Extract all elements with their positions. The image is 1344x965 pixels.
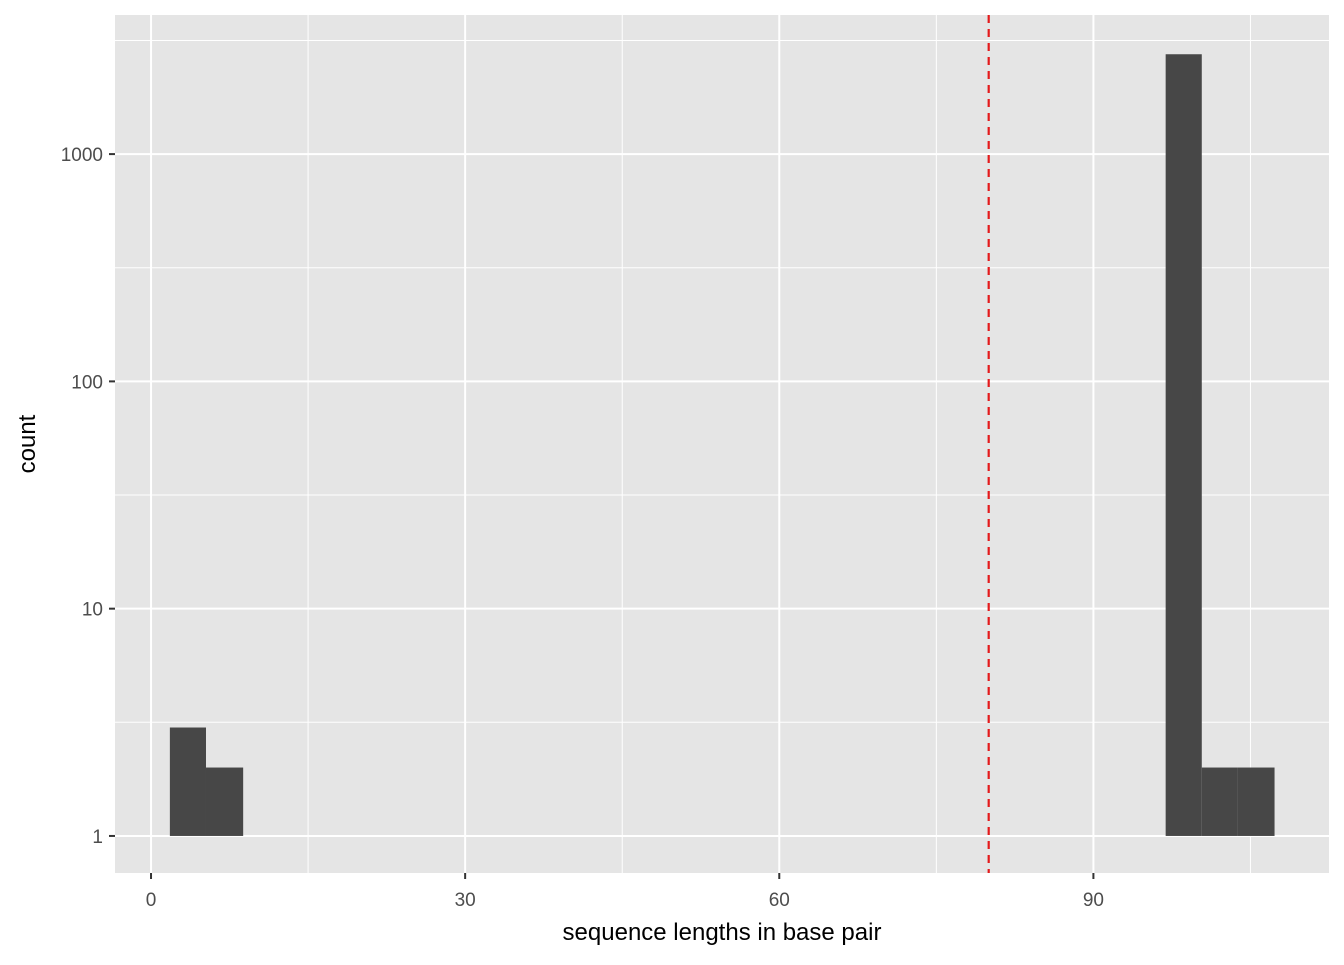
axes: 0 30 60 90 1 10 100 1000 <box>61 145 1104 911</box>
x-tick-label: 90 <box>1083 890 1104 911</box>
plot-panel <box>115 15 1329 873</box>
histogram-bar <box>1165 54 1202 836</box>
histogram-bar <box>1201 767 1238 836</box>
x-axis-label: sequence lengths in base pair <box>563 919 882 946</box>
major-gridlines <box>115 15 1329 873</box>
y-tick-label: 10 <box>82 600 103 621</box>
y-tick-label: 1 <box>92 827 103 848</box>
bars <box>169 54 1275 836</box>
y-axis-label: count <box>14 414 41 473</box>
histogram-bar <box>169 727 206 836</box>
histogram-bar <box>205 767 244 836</box>
x-tick-label: 0 <box>146 890 157 911</box>
x-tick-label: 30 <box>455 890 476 911</box>
minor-gridlines <box>115 15 1329 873</box>
y-tick-label: 100 <box>71 372 103 393</box>
x-tick-label: 60 <box>769 890 790 911</box>
histogram-bar <box>1237 767 1275 836</box>
y-tick-label: 1000 <box>61 145 103 166</box>
